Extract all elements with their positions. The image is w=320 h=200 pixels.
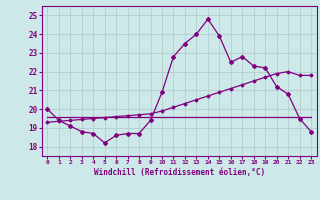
X-axis label: Windchill (Refroidissement éolien,°C): Windchill (Refroidissement éolien,°C) [94,168,265,177]
